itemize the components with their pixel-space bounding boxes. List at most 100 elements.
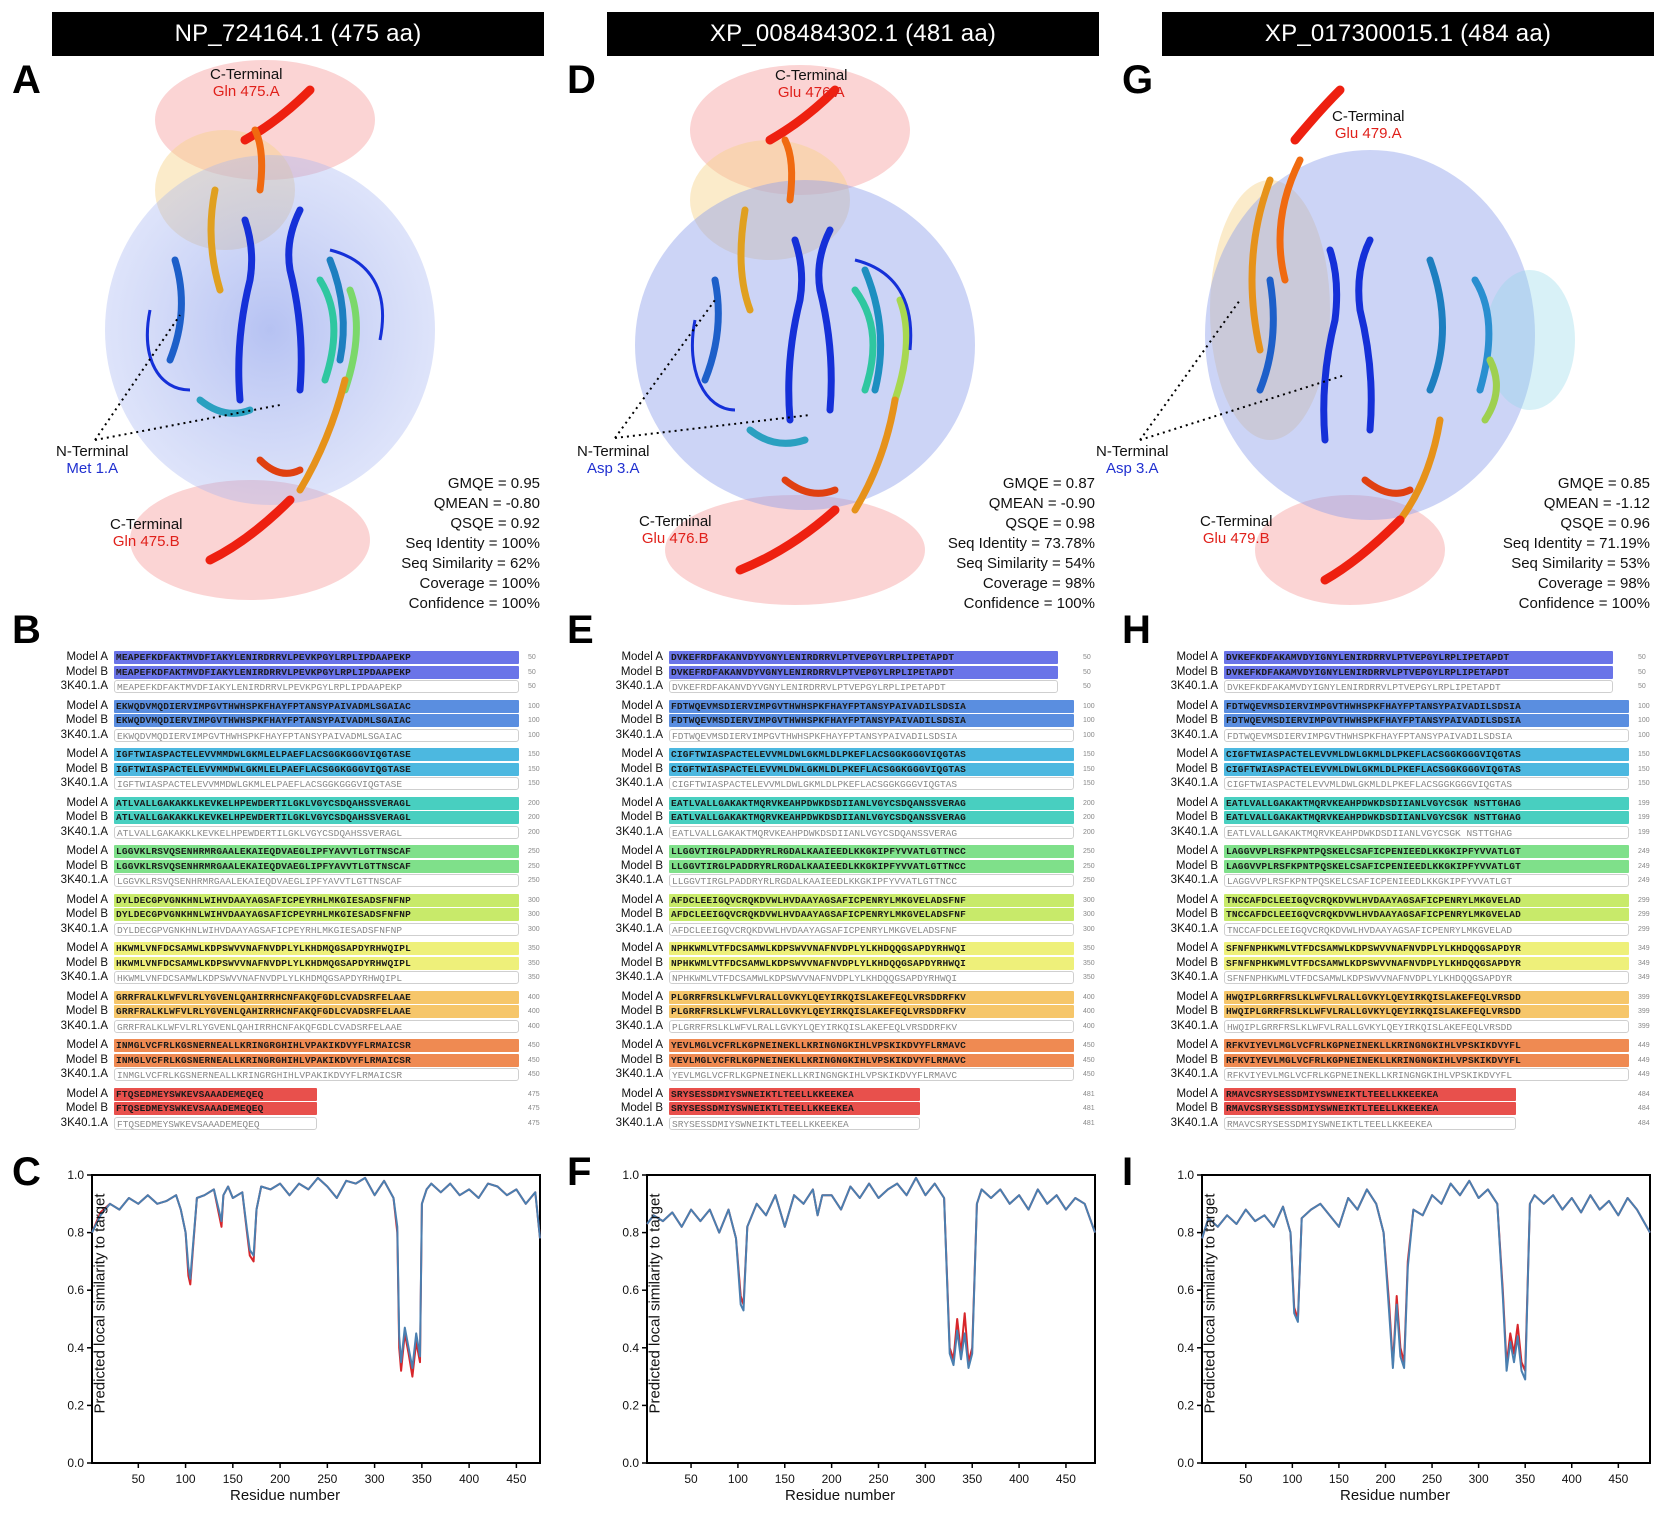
alignment-end-number: 249 [1638, 848, 1650, 855]
alignment-block: Model A SFNFNPHKWMLVTFDCSAMWLKDPSWVVNAFNV… [1110, 941, 1665, 989]
y-tick-label: 0.0 [67, 1456, 84, 1470]
alignment-row-label: Model A [1176, 699, 1218, 712]
alignment-end-number: 200 [1083, 814, 1095, 821]
n-terminal-annotation: N-Terminal Asp 3.A [577, 443, 650, 477]
chart-plot-frame [646, 1174, 1096, 1464]
metric-seq-identity: Seq Identity = 71.19% [1502, 535, 1650, 552]
alignment-end-number: 200 [1083, 799, 1095, 807]
metric-confidence: Confidence = 100% [408, 595, 540, 612]
alignment-end-number: 349 [1638, 945, 1650, 952]
alignment-block: Model A DYLDECGPVGNKHNLWIHVDAAYAGSAFICPEY… [0, 893, 555, 941]
alignment-row-label: 3K40.1.A [1170, 874, 1218, 886]
sequence-text: DYLDECGPVGNKHNLWIHVDAAYAGSAFICPEYRHLMKGI… [117, 924, 403, 936]
x-tick-label: 100 [176, 1472, 196, 1486]
y-tick-label: 0.6 [622, 1283, 639, 1297]
model-sequence-bar: YEVLMGLVCFRLKGPNEINEKLLKRINGNGKIHLVPSKIK… [669, 1039, 1074, 1052]
metric-gmqe: GMQE = 0.87 [1002, 475, 1095, 492]
sequence-text: NPHKWMLVTFDCSAMWLKDPSWVVNAFNVDPLYLKHDQQG… [671, 957, 967, 969]
alignment-block: Model A FDTWQEVMSDIERVIMPGVTHWHSPKFHAYFPT… [555, 699, 1110, 747]
sequence-text: FDTWQEVMSDIERVIMPGVTHWHSPKFHAYFPTANSYPAI… [1226, 700, 1522, 712]
metric-coverage: Coverage = 100% [419, 575, 541, 592]
sequence-text: FDTWQEVMSDIERVIMPGVTHWHSPKFHAYFPTANSYPAI… [1227, 730, 1513, 742]
x-tick-label: 100 [1282, 1472, 1302, 1486]
alignment-row-label: Model B [1175, 908, 1218, 920]
alignment-end-number: 100 [1083, 702, 1095, 710]
sequence-text: CIGFTWIASPACTELEVVMLDWLGKMLDLPKEFLACSGGK… [1226, 763, 1522, 775]
alignment-end-number: 450 [528, 1042, 540, 1049]
alignment-row-label: Model B [620, 908, 663, 920]
chart-svg: 0.0 0.2 0.4 0.6 0.8 1.0 50 100 150 200 250 300 350 40… [67, 1168, 541, 1486]
annotation-title: C-Terminal [775, 67, 848, 84]
sequence-text: FDTWQEVMSDIERVIMPGVTHWHSPKFHAYFPTANSYPAI… [671, 715, 967, 726]
sequence-text: ATLVALLGAKAKKLKEVKELHPEWDERTILGKLVGYCSDQ… [116, 797, 412, 809]
alignment-row-label: Model B [620, 714, 663, 726]
x-tick-label: 300 [365, 1472, 385, 1486]
panel-label-alignment: B [12, 608, 41, 652]
model-sequence-bar: SRYSESSDMIYSWNEIKTLTEELLKKEEKEA [669, 1102, 920, 1115]
sequence-text: SFNFNPHKWMLVTFDCSAMWLKDPSWVVNAFNVDPLYLKH… [1227, 973, 1513, 984]
alignment-end-number: 449 [1638, 1042, 1650, 1049]
alignment-block: Model A GRRFRALKLWFVLRLYGVENLQAHIRRHCNFAK… [0, 990, 555, 1038]
sequence-text: RFKVIYEVLMGLVCFRLKGPNEINEKLLKRINGNGKIHLV… [1226, 1054, 1522, 1066]
sequence-text: IGFTWIASPACTELEVVMMDWLGKMLELPAEFLACSGGKG… [117, 779, 403, 790]
alignment-end-number: 150 [528, 751, 540, 758]
alignment-row-label: 3K40.1.A [1170, 680, 1218, 692]
panel-label-chart: C [12, 1150, 41, 1194]
model-sequence-bar: CIGFTWIASPACTELEVVMLDWLGKMLDLPKEFLACSGGK… [669, 748, 1074, 761]
y-tick-label: 1.0 [1177, 1168, 1194, 1182]
n-terminal-annotation: N-Terminal Asp 3.A [1096, 443, 1169, 477]
metric-coverage: Coverage = 98% [982, 575, 1095, 592]
alignment-end-number: 399 [1638, 1022, 1650, 1030]
alignment-block: Model A LLGGVTIRGLPADDRYRLRGDALKAAIEEDLKK… [555, 844, 1110, 892]
x-tick-label: 450 [506, 1472, 526, 1486]
alignment-end-number: 350 [1083, 974, 1095, 981]
model-sequence-bar: FTQSEDMEYSWKEVSAAADEMEQEQ [114, 1102, 317, 1115]
chart-y-axis-title: Predicted local similarity to target [1201, 1193, 1219, 1414]
panel-header: NP_724164.1 (475 aa) [52, 12, 544, 56]
model-sequence-bar: RMAVCSRYSESSDMIYSWNEIKTLTEELLKKEEKEA [1224, 1087, 1516, 1101]
sequence-text: MEAPEFKDFAKTMVDFIAKYLENIRDRRVLPEVKPGYLRP… [116, 666, 412, 678]
alignment-row-label: 3K40.1.A [615, 825, 663, 838]
sequence-text: YEVLMGLVCFRLKGPNEINEKLLKRINGNGKIHLVPSKIK… [671, 1040, 967, 1051]
template-sequence-bar: AFDCLEEIGQVCRQKDVWLHVDAAYAGSAFICPENRYLMK… [669, 922, 1074, 936]
alignment-block: Model A INMGLVCFRLKGSNERNEALLKRINGRGHIHLV… [0, 1038, 555, 1086]
sequence-text: ATLVALLGAKAKKLKEVKELHPEWDERTILGKLVGYCSDQ… [117, 827, 403, 839]
sequence-text: GRRFRALKLWFVLRLYGVENLQAHIRRHCNFAKQFGDLCV… [116, 1006, 412, 1017]
sequence-text: ATLVALLGAKAKKLKEVKELHPEWDERTILGKLVGYCSDQ… [116, 812, 412, 823]
x-tick-label: 250 [317, 1472, 337, 1486]
metric-gmqe: GMQE = 0.85 [1557, 475, 1650, 492]
x-tick-label: 450 [1056, 1472, 1076, 1486]
alignment-row-label: Model B [620, 762, 663, 775]
y-tick-label: 1.0 [622, 1168, 639, 1182]
sequence-text: DVKEFKDFAKAMVDYIGNYLENIRDRRVLPTVEPGYLRPL… [1226, 666, 1510, 678]
alignment-row-label: Model A [1176, 796, 1218, 809]
protein-structure-image [614, 65, 975, 605]
template-sequence-bar: YEVLMGLVCFRLKGPNEINEKLLKRINGNGKIHLVPSKIK… [669, 1068, 1074, 1081]
y-tick-label: 0.2 [622, 1398, 639, 1412]
alignment-row-label: 3K40.1.A [1170, 728, 1218, 741]
alignment-end-number: 399 [1638, 1008, 1650, 1015]
alignment-block: Model A CIGFTWIASPACTELEVVMLDWLGKMLDLPKEF… [1110, 747, 1665, 795]
alignment-end-number: 100 [1083, 717, 1095, 724]
metric-seq-identity: Seq Identity = 73.78% [947, 535, 1095, 552]
metric-confidence: Confidence = 100% [963, 595, 1095, 612]
alignment-row-label: Model B [620, 665, 663, 678]
alignment-row-label: Model A [66, 699, 108, 712]
alignment-row-label: Model A [621, 748, 663, 760]
sequence-text: LLGGVTIRGLPADDRYRLRGDALKAAIEEDLKKGKIPFYV… [671, 860, 967, 872]
model-sequence-bar: DYLDECGPVGNKHNLWIHVDAAYAGSAFICPEYRHLMKGI… [114, 893, 519, 907]
alignment-end-number: 50 [1083, 683, 1091, 690]
model-sequence-bar: INMGLVCFRLKGSNERNEALLKRINGRGHIHLVPAKIKDV… [114, 1053, 519, 1067]
alignment-end-number: 450 [1083, 1056, 1095, 1064]
sequence-text: AFDCLEEIGQVCRQKDVWLHVDAAYAGSAFICPENRYLMK… [671, 909, 967, 920]
alignment-row-label: 3K40.1.A [60, 971, 108, 983]
c-terminal-bottom-annotation: C-Terminal Glu 479.B [1200, 513, 1273, 547]
model-sequence-bar: DVKEFRDFAKANVDYVGNYLENIRDRRVLPTVEPGYLRPL… [669, 651, 1058, 664]
alignment-end-number: 250 [528, 862, 540, 870]
alignment-row-label: 3K40.1.A [615, 874, 663, 886]
c-terminal-top-annotation: C-Terminal Glu 476.A [775, 67, 848, 101]
x-tick-label: 450 [1608, 1472, 1628, 1486]
alignment-row-label: Model B [65, 1102, 108, 1114]
model-sequence-bar: YEVLMGLVCFRLKGPNEINEKLLKRINGNGKIHLVPSKIK… [669, 1053, 1074, 1067]
sequence-text: DVKEFRDFAKANVDYVGNYLENIRDRRVLPTVEPGYLRPL… [671, 652, 955, 663]
